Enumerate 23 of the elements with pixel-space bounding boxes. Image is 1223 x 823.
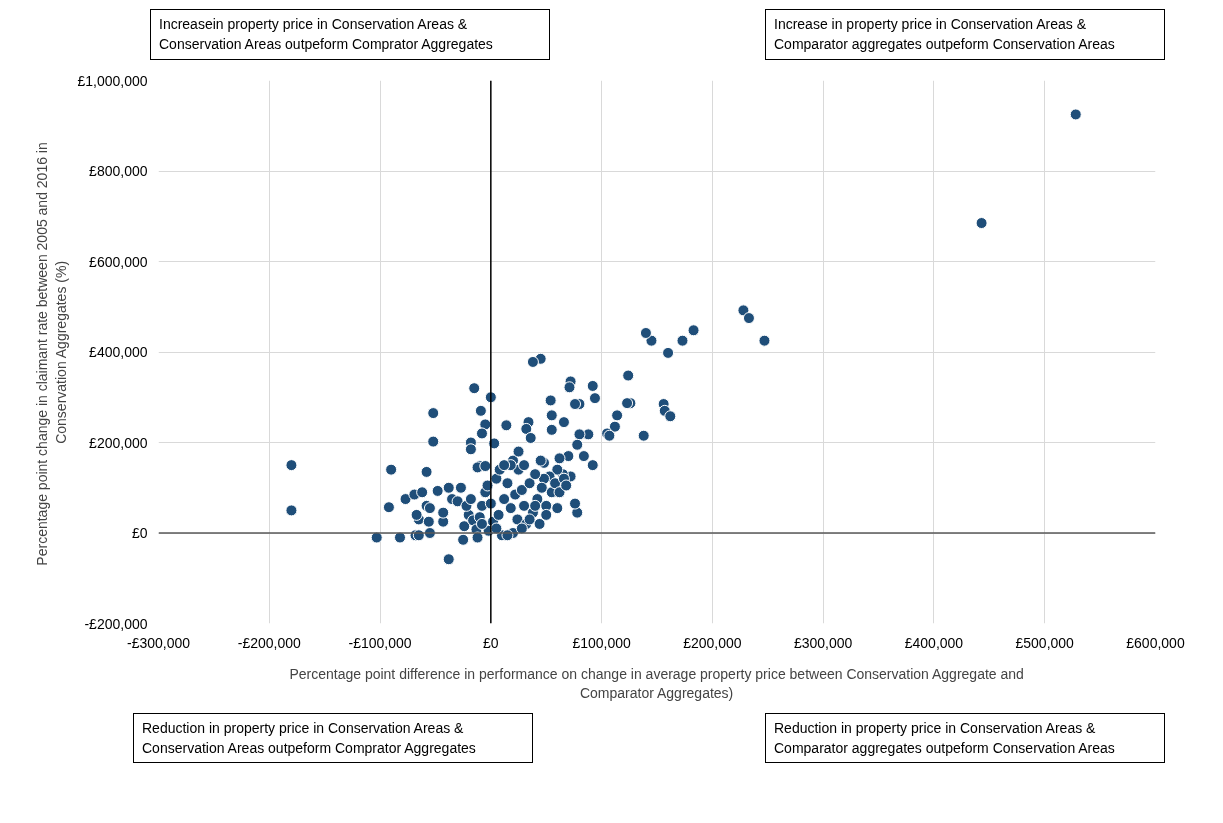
x-tick-label: £0 — [483, 634, 499, 651]
y-tick-label: £1,000,000 — [77, 72, 148, 89]
y-tick-label: £200,000 — [89, 434, 148, 451]
y-tick-label: £800,000 — [89, 162, 148, 179]
x-tick-label: £600,000 — [1126, 634, 1185, 651]
x-tick-label: £200,000 — [683, 634, 742, 651]
y-tick-label: £0 — [131, 524, 148, 541]
x-tick-label: £500,000 — [1015, 634, 1075, 651]
text: Reduction in property price in Conservation Areas & Conservation Areas outpeform Comprator Aggregates — [142, 718, 476, 758]
y-tick-label: -£200,000 — [84, 615, 148, 632]
x-tick-label: -£200,000 — [237, 634, 302, 651]
x-tick-label: £300,000 — [793, 634, 853, 651]
x-tick-label: £100,000 — [572, 634, 632, 651]
x-tick-label: £400,000 — [904, 634, 964, 651]
x-tick-label: -£100,000 — [348, 634, 412, 651]
text: Increase in property price in Conservation Areas & Comparator aggregates outpeform Conservation Areas — [774, 15, 1115, 55]
x-tick-label: -£300,000 — [126, 634, 191, 651]
x-axis-title: Percentage point difference in performance on change in average property price between Conservation Aggregate and Comparator Aggregates) — [289, 665, 1024, 701]
text: Reduction in property price in Conservation Areas & Comparator aggregates outpeform Conservation Areas — [774, 718, 1115, 758]
y-axis-title: Percentage point change in claimant rate between 2005 and 2016 in Conservation Aggregates (%) — [34, 141, 70, 566]
text: Increasein property price in Conservation Areas & Conservation Areas outpeform Comprator Aggregates — [159, 15, 493, 55]
y-tick-label: £400,000 — [89, 343, 148, 360]
y-tick-label: £600,000 — [89, 253, 148, 270]
